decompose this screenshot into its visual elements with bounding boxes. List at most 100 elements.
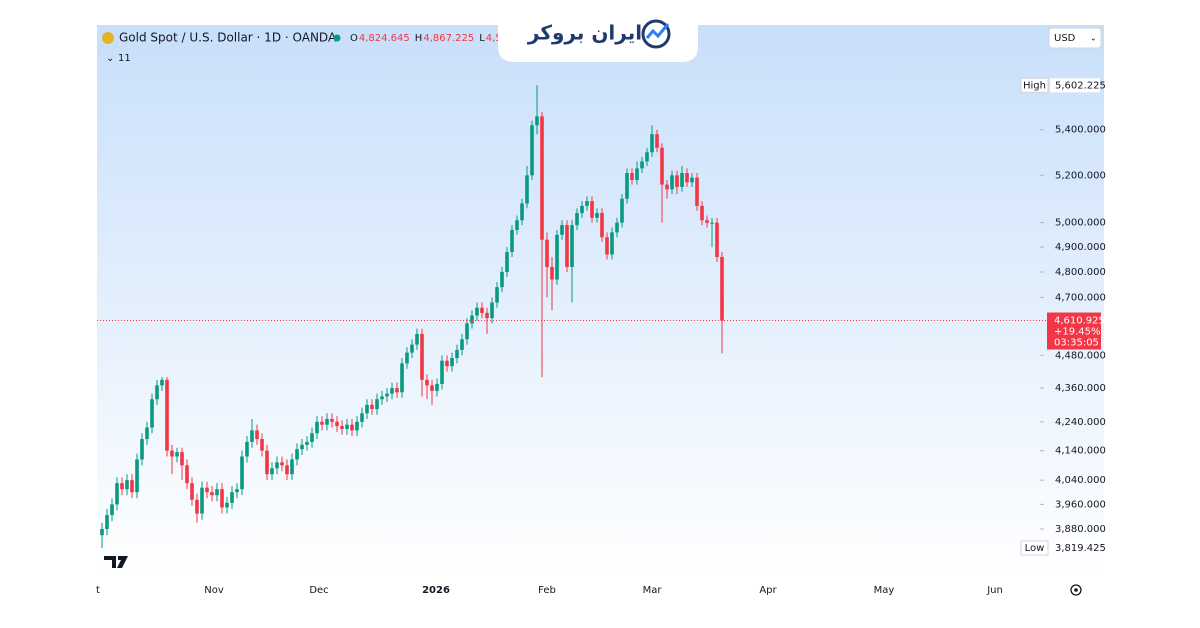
candle-body (460, 339, 464, 350)
candle-body (355, 421, 359, 431)
candle-body (115, 483, 119, 505)
candle-body (215, 489, 219, 496)
settings-icon[interactable] (1070, 584, 1082, 596)
indicator-toggle[interactable]: ⌄ (106, 53, 114, 64)
candle-body (360, 413, 364, 422)
high-marker-tag (1020, 77, 1049, 93)
candle-body (705, 220, 709, 223)
y-tick-label: 4,480.000 (1055, 350, 1106, 361)
candle-body (430, 385, 434, 391)
candle-body (675, 175, 679, 187)
candle-body (265, 450, 269, 475)
candle-body (385, 393, 389, 397)
time-axis-panel (97, 578, 1104, 602)
x-tick-label: 2026 (422, 585, 450, 596)
candle-body (255, 430, 259, 440)
candle-body (395, 388, 399, 393)
candle-body (240, 456, 244, 490)
candle-body (555, 234, 559, 280)
low-marker-tag (1020, 540, 1049, 556)
overlay: 5,400.000 5,200.000 5,000.000 4,900.000 4,80… (96, 77, 1106, 596)
last-price-label: 4,610.925 (1054, 316, 1105, 327)
y-tick-label: 4,240.000 (1055, 417, 1106, 428)
last-price-countdown: 03:35:05 (1054, 338, 1099, 349)
chart-panel (97, 25, 1104, 578)
low-marker-value: 3,819.425 (1055, 543, 1106, 554)
candle-body (650, 134, 654, 153)
candle-body (435, 383, 439, 391)
y-tick-label: 4,140.000 (1055, 446, 1106, 457)
currency-select[interactable] (1048, 27, 1102, 49)
y-tick-label: 4,360.000 (1055, 383, 1106, 394)
candle-body (375, 399, 379, 410)
candle-body (205, 487, 209, 493)
candle-body (490, 302, 494, 319)
candle-body (520, 203, 524, 221)
candle-body (315, 421, 319, 434)
candle-body (645, 152, 649, 162)
candle-body (220, 489, 224, 508)
market-status (333, 34, 341, 42)
ohlc-value: 4,867.225 (423, 33, 474, 44)
y-tick-label: 4,040.000 (1055, 475, 1106, 486)
candle-body (505, 252, 509, 272)
candle-body (175, 452, 179, 457)
candle-body (370, 404, 374, 410)
candle-body (585, 201, 589, 206)
candle-body (310, 433, 314, 442)
y-tick-label: 5,000.000 (1055, 218, 1106, 229)
candle-body (120, 483, 124, 490)
candle-body (535, 116, 539, 126)
indicator-count[interactable]: 11 (118, 53, 131, 64)
candle-body (590, 201, 594, 218)
symbol-logo (102, 32, 114, 44)
candle-body (670, 175, 674, 190)
candle-body (680, 172, 684, 187)
candle-body (665, 184, 669, 190)
x-tick-label: Feb (538, 585, 556, 596)
candle-body (380, 396, 384, 400)
candle-body (400, 363, 404, 393)
candle-body (135, 459, 139, 493)
candle-body (145, 427, 149, 440)
candle-body (230, 492, 234, 503)
candle-body (595, 213, 599, 218)
candle-body (695, 177, 699, 206)
candle-body (580, 205, 584, 214)
candle-body (270, 468, 274, 475)
candle-body (690, 177, 694, 183)
y-tick-label: 5,200.000 (1055, 170, 1106, 181)
candle-body (190, 483, 194, 500)
ohlc-key: L (479, 33, 485, 44)
candle-body (540, 116, 544, 240)
candle-body (655, 134, 659, 148)
x-tick-label: Apr (759, 585, 777, 596)
candle-body (165, 379, 169, 451)
currency-label[interactable]: USD (1054, 33, 1076, 44)
candle-body (150, 399, 154, 428)
candle-body (610, 232, 614, 255)
y-tick-label: 5,400.000 (1055, 125, 1106, 136)
x-tick-label: t (96, 585, 100, 596)
candle-body (425, 379, 429, 386)
settings-icon-center[interactable] (1074, 588, 1078, 592)
candle-body (630, 172, 634, 180)
currency-caret[interactable]: ⌄ (1090, 34, 1097, 43)
candle-body (600, 213, 604, 238)
ohlc-key: O (350, 33, 358, 44)
candle-body (105, 515, 109, 529)
candle-body (700, 205, 704, 221)
candle-body (295, 449, 299, 460)
candle-body (405, 352, 409, 364)
candle-body (195, 499, 199, 514)
candle-body (180, 452, 184, 466)
candle-body (470, 315, 474, 324)
candle-body (350, 424, 354, 431)
y-tick-label: 3,880.000 (1055, 524, 1106, 535)
candles (100, 85, 724, 549)
y-tick-label: 3,960.000 (1055, 499, 1106, 510)
candle-body (415, 333, 419, 345)
candle-body (410, 344, 414, 353)
